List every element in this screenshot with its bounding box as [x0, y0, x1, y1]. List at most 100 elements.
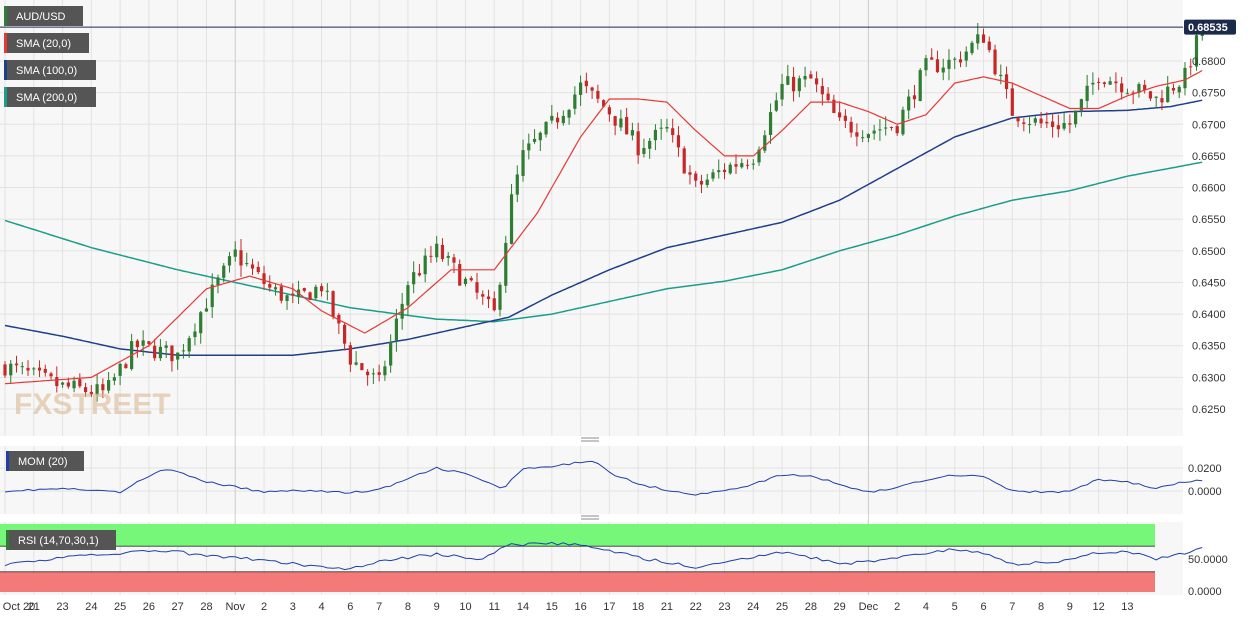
candle	[302, 287, 306, 293]
sma-200-line	[4, 161, 1203, 323]
legend-sma-20[interactable]: SMA (20,0)	[4, 33, 89, 53]
candle	[1062, 112, 1066, 131]
mom-panel-resize-handle[interactable]	[581, 437, 599, 442]
candle	[107, 372, 111, 394]
date-tick-label: 14	[517, 601, 529, 613]
legend-sma-200[interactable]: SMA (200,0)	[4, 87, 96, 107]
candle	[1085, 74, 1089, 109]
candle	[1079, 98, 1083, 117]
candle	[987, 36, 991, 53]
candle	[199, 310, 203, 344]
candle	[607, 104, 611, 122]
candle	[89, 384, 93, 397]
candle	[705, 173, 709, 188]
candle	[579, 75, 583, 106]
date-tick-label: 7	[1009, 601, 1015, 613]
candle	[279, 283, 283, 304]
grid-lines	[0, 0, 1183, 595]
watermark: FXSTREET	[14, 388, 171, 421]
candle	[826, 87, 830, 103]
candle	[567, 108, 571, 125]
candle	[1143, 79, 1147, 94]
candle	[751, 159, 755, 170]
candle	[481, 290, 485, 305]
candle	[1131, 90, 1135, 105]
candle	[216, 274, 220, 294]
legend-sma-100[interactable]: SMA (100,0)	[4, 60, 96, 80]
candle	[371, 368, 375, 384]
candle	[659, 119, 663, 140]
candle	[682, 146, 686, 174]
date-tick-label: 23	[56, 601, 68, 613]
candle	[262, 265, 266, 290]
rsi-zones	[0, 524, 1155, 592]
date-tick-label: 4	[319, 601, 325, 613]
candle	[285, 294, 289, 310]
legend-aud-usd[interactable]: AUD/USD	[4, 6, 83, 26]
candle	[665, 118, 669, 133]
candle	[181, 343, 186, 359]
candle	[734, 154, 738, 174]
candle	[170, 345, 174, 372]
candle	[141, 330, 145, 357]
candle	[642, 138, 646, 158]
candle	[1050, 113, 1055, 138]
candle	[475, 272, 479, 300]
date-tick-label: 13	[1121, 601, 1133, 613]
candle	[72, 376, 76, 393]
candle	[722, 163, 727, 180]
date-tick-label: 22	[690, 601, 702, 613]
candle	[504, 235, 508, 293]
candle	[389, 334, 393, 373]
candle	[901, 106, 905, 136]
candle	[423, 248, 427, 283]
candle	[630, 122, 635, 141]
candle	[486, 289, 491, 308]
candle	[832, 94, 836, 114]
legend-mom[interactable]: MOM (20)	[6, 451, 84, 471]
candle	[239, 239, 243, 277]
candle	[711, 168, 715, 182]
sma-20-path	[4, 69, 1203, 385]
candle	[1177, 85, 1181, 99]
candle	[653, 124, 658, 151]
candle	[32, 366, 36, 376]
candle	[498, 282, 502, 317]
candle	[245, 252, 249, 267]
candle	[843, 109, 847, 128]
legend-rsi-label: RSI (14,70,30,1)	[18, 535, 99, 547]
legend-rsi[interactable]: RSI (14,70,30,1)	[6, 530, 116, 550]
candle	[118, 362, 122, 386]
candle	[619, 109, 623, 132]
candle	[544, 121, 548, 138]
candle	[803, 66, 807, 88]
candle	[573, 86, 577, 115]
date-tick-label: 11	[489, 601, 500, 613]
candle	[153, 338, 157, 361]
mom-tick-label: 0.0200	[1188, 463, 1222, 475]
candle	[838, 101, 842, 121]
candle	[993, 44, 997, 76]
date-tick-label: 28	[200, 601, 212, 613]
candle	[814, 71, 819, 93]
last-price-badge: 0.68535	[1184, 19, 1236, 35]
candle	[809, 70, 813, 79]
candle	[671, 118, 675, 143]
candle	[947, 49, 951, 81]
candle	[907, 89, 911, 120]
candle	[791, 67, 796, 102]
candle	[164, 341, 168, 359]
candle	[1056, 114, 1060, 138]
candle	[348, 342, 352, 372]
date-tick-label: 24	[85, 601, 97, 613]
candle	[291, 283, 295, 304]
date-tick-label: 27	[172, 601, 184, 613]
candle	[319, 283, 324, 297]
candle	[412, 261, 416, 294]
date-tick-label: Dec	[859, 601, 879, 613]
candle	[561, 110, 565, 126]
rsi-panel-resize-handle[interactable]	[581, 515, 599, 520]
date-tick-label: 8	[1038, 601, 1044, 613]
candle	[406, 281, 410, 316]
